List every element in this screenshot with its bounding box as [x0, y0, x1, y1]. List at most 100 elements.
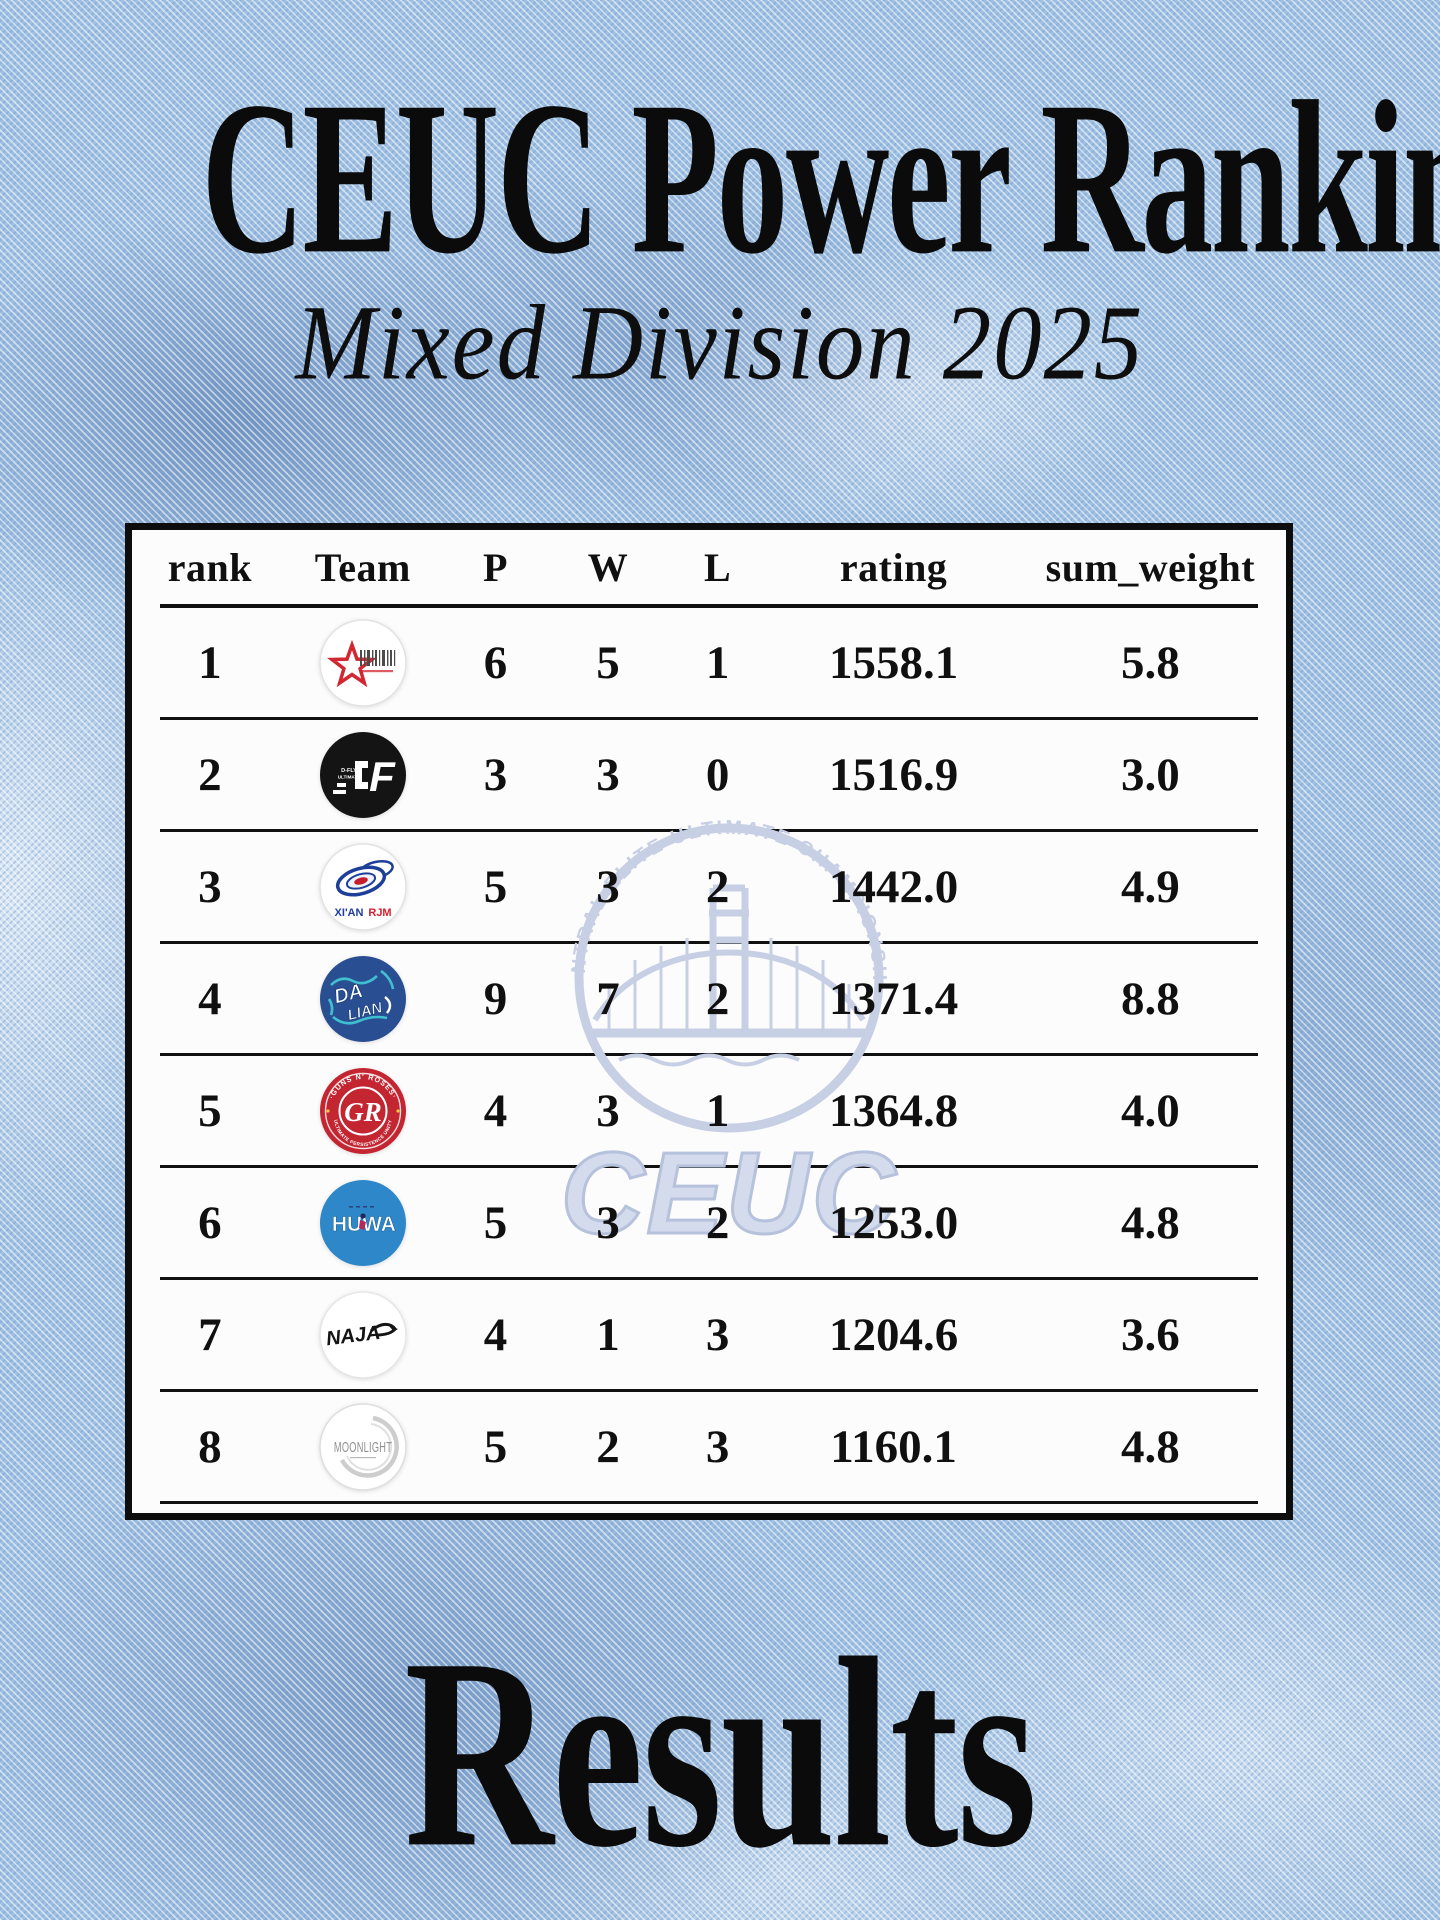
logo-letter-f: F — [369, 753, 396, 800]
rank-value: 5 — [198, 1084, 222, 1137]
wins: 3 — [596, 1084, 620, 1137]
sum-weight-value: 4.9 — [1120, 860, 1180, 913]
sum-weight-value: 4.8 — [1120, 1196, 1180, 1249]
wave-icon — [327, 969, 395, 1025]
table-row: 5 ·GUNS N' ROSES· ULTIMA — [132, 1056, 1286, 1165]
losses: 3 — [705, 1308, 730, 1361]
crescent-moon-icon — [339, 1415, 399, 1478]
footer-title-wrap: Results — [0, 1596, 1440, 1903]
row-divider — [160, 1277, 1258, 1280]
rank-value: 7 — [198, 1308, 222, 1361]
games-played: 3 — [483, 748, 508, 801]
disc-icon-front — [335, 865, 386, 896]
losses: 0 — [705, 748, 730, 801]
team-logo-guns-n-roses: ·GUNS N' ROSES· ULTIMATE PERSISTENCE UNI… — [319, 1067, 406, 1154]
logo-text: MOONLIGHT — [334, 1438, 392, 1455]
thrower-icon — [358, 1212, 366, 1230]
team-logo-moonlight: MOONLIGHT — [319, 1402, 407, 1491]
footer-title: Results — [404, 1601, 1037, 1904]
col-header-team: Team — [314, 544, 411, 590]
wins: 5 — [596, 636, 620, 689]
team-logo-naja: NAJA — [319, 1290, 407, 1379]
sum-weight-value: 8.8 — [1120, 972, 1180, 1025]
rating-value: 1204.6 — [828, 1308, 959, 1361]
table-row: 4 DA LIAN 9 7 2 1371.4 — [132, 944, 1286, 1053]
page-subtitle: Mixed Division 2025 — [295, 284, 1145, 403]
logo-monogram: GR — [344, 1097, 382, 1127]
rating-value: 1516.9 — [828, 748, 959, 801]
wins: 3 — [596, 860, 620, 913]
games-played: 5 — [483, 1420, 508, 1473]
table-row: 7 NAJA 4 1 3 1204.6 3.6 — [132, 1280, 1286, 1389]
sum-weight-value: 5.8 — [1120, 636, 1180, 689]
rating-value: 1371.4 — [828, 972, 959, 1025]
rank-value: 4 — [198, 972, 222, 1025]
losses: 2 — [705, 860, 730, 913]
col-header-p: P — [483, 544, 508, 590]
row-divider — [160, 1165, 1258, 1168]
team-logo-red-star-barcode — [319, 618, 407, 707]
losses: 3 — [705, 1420, 730, 1473]
losses: 1 — [705, 1084, 730, 1137]
logo-text: RJM — [368, 907, 391, 919]
col-header-w: W — [587, 544, 629, 590]
logo-text: XI'AN — [334, 907, 363, 919]
table-row: 1 6 5 1 1558.1 5.8 — [132, 608, 1286, 717]
team-logo-dalian: DA LIAN — [319, 955, 406, 1042]
losses: 2 — [705, 972, 730, 1025]
games-played: 5 — [483, 860, 508, 913]
table-row: 2 D-FLY ULTIMATE F 3 3 0 1516.9 3.0 — [132, 720, 1286, 829]
rating-value: 1364.8 — [828, 1084, 959, 1137]
col-header-rating: rating — [839, 544, 948, 590]
page-title: CEUC Power Ranking — [201, 56, 1440, 300]
row-divider — [160, 1389, 1258, 1392]
col-header-l: L — [704, 544, 732, 590]
page-title-wrap: CEUC Power Ranking — [0, 52, 1440, 300]
col-header-sum-weight: sum_weight — [1045, 544, 1256, 590]
rating-value: 1160.1 — [830, 1420, 957, 1473]
team-logo-d-fly-ultimate: D-FLY ULTIMATE F — [319, 731, 406, 818]
header-divider — [160, 604, 1258, 608]
logo-text: D-FLY — [341, 768, 357, 774]
logo-text: HU — [332, 1213, 362, 1236]
games-played: 9 — [483, 972, 508, 1025]
snake-icon — [369, 1322, 398, 1336]
sum-weight-value: 3.0 — [1120, 748, 1180, 801]
games-played: 4 — [483, 1308, 508, 1361]
team-logo-xian-rjm: XI'AN RJM — [319, 842, 407, 931]
games-played: 4 — [483, 1084, 508, 1137]
rank-value: 1 — [198, 636, 222, 689]
wins: 1 — [596, 1308, 620, 1361]
table-row: 3 XI'AN RJM 5 3 2 1442.0 4.9 — [132, 832, 1286, 941]
team-logo-hu-wa: HU WA — [319, 1179, 406, 1266]
losses: 1 — [705, 636, 730, 689]
rank-value: 8 — [198, 1420, 222, 1473]
wins: 2 — [596, 1420, 620, 1473]
col-header-rank: rank — [167, 544, 253, 590]
rank-value: 6 — [198, 1196, 222, 1249]
sum-weight-value: 3.6 — [1120, 1308, 1180, 1361]
row-divider — [160, 717, 1258, 720]
bracket-glyph — [354, 760, 368, 789]
wins: 3 — [596, 1196, 620, 1249]
table-row: 8 MOONLIGHT 5 2 3 1160.1 4.8 — [132, 1392, 1286, 1501]
rank-value: 3 — [198, 860, 222, 913]
table-row: 6 HU WA 5 3 2 125 — [132, 1168, 1286, 1277]
rating-value: 1253.0 — [828, 1196, 959, 1249]
sum-weight-value: 4.0 — [1120, 1084, 1180, 1137]
page-subtitle-wrap: Mixed Division 2025 — [0, 282, 1440, 403]
sum-weight-value: 4.8 — [1120, 1420, 1180, 1473]
losses: 2 — [705, 1196, 730, 1249]
games-played: 6 — [483, 636, 508, 689]
wins: 7 — [596, 972, 620, 1025]
row-divider — [160, 1501, 1258, 1504]
wins: 3 — [596, 748, 620, 801]
logo-text: ULTIMATE — [338, 774, 361, 779]
rank-value: 2 — [198, 748, 222, 801]
rating-value: 1558.1 — [828, 636, 959, 689]
rating-value: 1442.0 — [828, 860, 959, 913]
table-header-row: rank Team P W L rating sum_weight — [132, 530, 1286, 604]
games-played: 5 — [483, 1196, 508, 1249]
logo-text: WA — [362, 1213, 396, 1236]
